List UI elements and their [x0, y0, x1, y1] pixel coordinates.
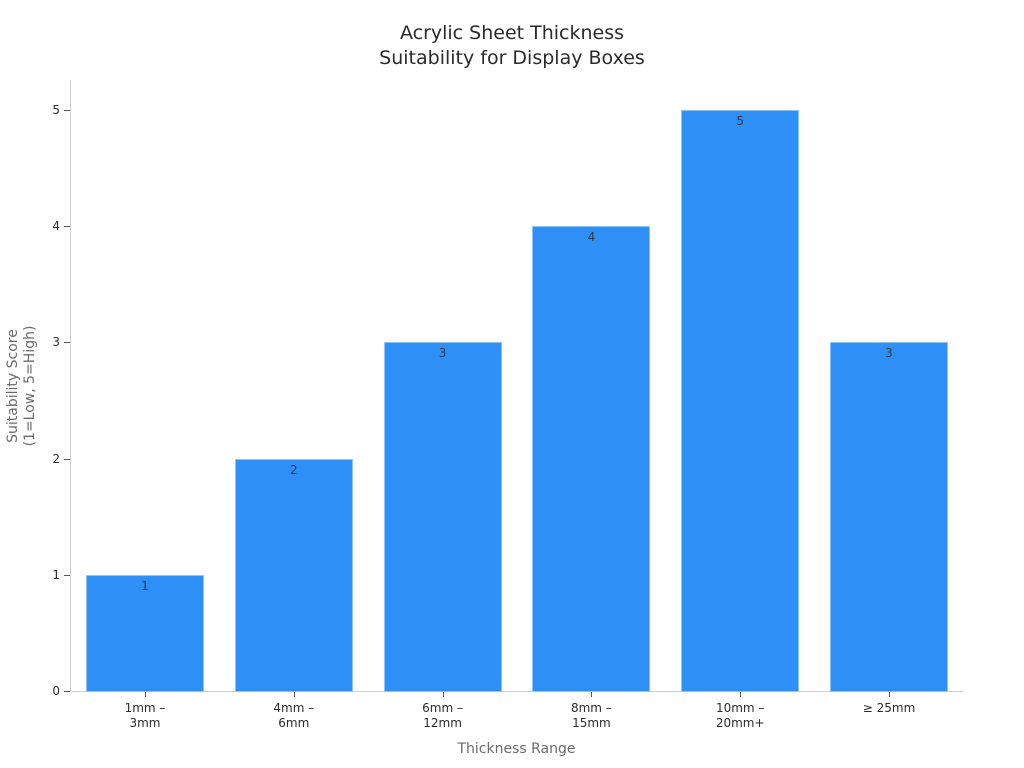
- x-tick-label: 10mm – 20mm+: [715, 701, 765, 730]
- chart-title-line-1: Acrylic Sheet Thickness: [399, 22, 625, 44]
- bar: [830, 342, 948, 692]
- x-tick-mark: [889, 692, 890, 697]
- y-tick-mark: [64, 574, 70, 576]
- y-tick-label: 0: [52, 684, 60, 698]
- y-tick-mark: [64, 226, 70, 228]
- x-tick-label: 4mm – 6mm: [273, 701, 315, 730]
- bar-value-label: 5: [736, 114, 744, 128]
- y-tick-label: 1: [52, 567, 60, 582]
- y-tick-label: 3: [52, 335, 60, 350]
- x-tick-label: ≥ 25mm: [862, 701, 916, 715]
- bar: [234, 458, 353, 692]
- bar: [681, 110, 800, 692]
- x-tick-mark: [591, 692, 593, 697]
- y-tick-mark: [64, 691, 70, 692]
- x-axis-title: Thickness Range: [457, 741, 576, 757]
- bar: [532, 226, 651, 692]
- bar-value-label: 2: [289, 462, 298, 477]
- y-tick-label: 5: [52, 103, 60, 117]
- x-axis-line: [70, 691, 963, 692]
- bar: [383, 342, 502, 692]
- x-tick-mark: [442, 692, 444, 697]
- bar-value-label: 3: [885, 346, 893, 361]
- chart-title-line-2: Suitability for Display Boxes: [379, 47, 645, 69]
- y-tick-mark: [64, 458, 70, 460]
- bar-value-label: 3: [438, 346, 447, 361]
- x-tick-label: 1mm – 3mm: [124, 701, 166, 730]
- y-tick-mark: [64, 110, 70, 111]
- y-tick-mark: [64, 342, 70, 344]
- x-tick-mark: [740, 692, 742, 697]
- chart-title: Acrylic Sheet Thickness Suitability for …: [0, 21, 1024, 71]
- x-tick-mark: [293, 692, 295, 697]
- y-tick-label: 2: [52, 451, 60, 466]
- x-tick-label: 6mm – 12mm: [422, 701, 463, 730]
- x-tick-label: 8mm – 15mm: [570, 701, 612, 730]
- bar-value-label: 1: [141, 578, 149, 593]
- y-tick-label: 4: [52, 219, 60, 234]
- bar: [86, 574, 204, 692]
- bar-value-label: 4: [587, 230, 596, 245]
- x-tick-mark: [145, 692, 146, 697]
- y-axis-line: [70, 80, 71, 692]
